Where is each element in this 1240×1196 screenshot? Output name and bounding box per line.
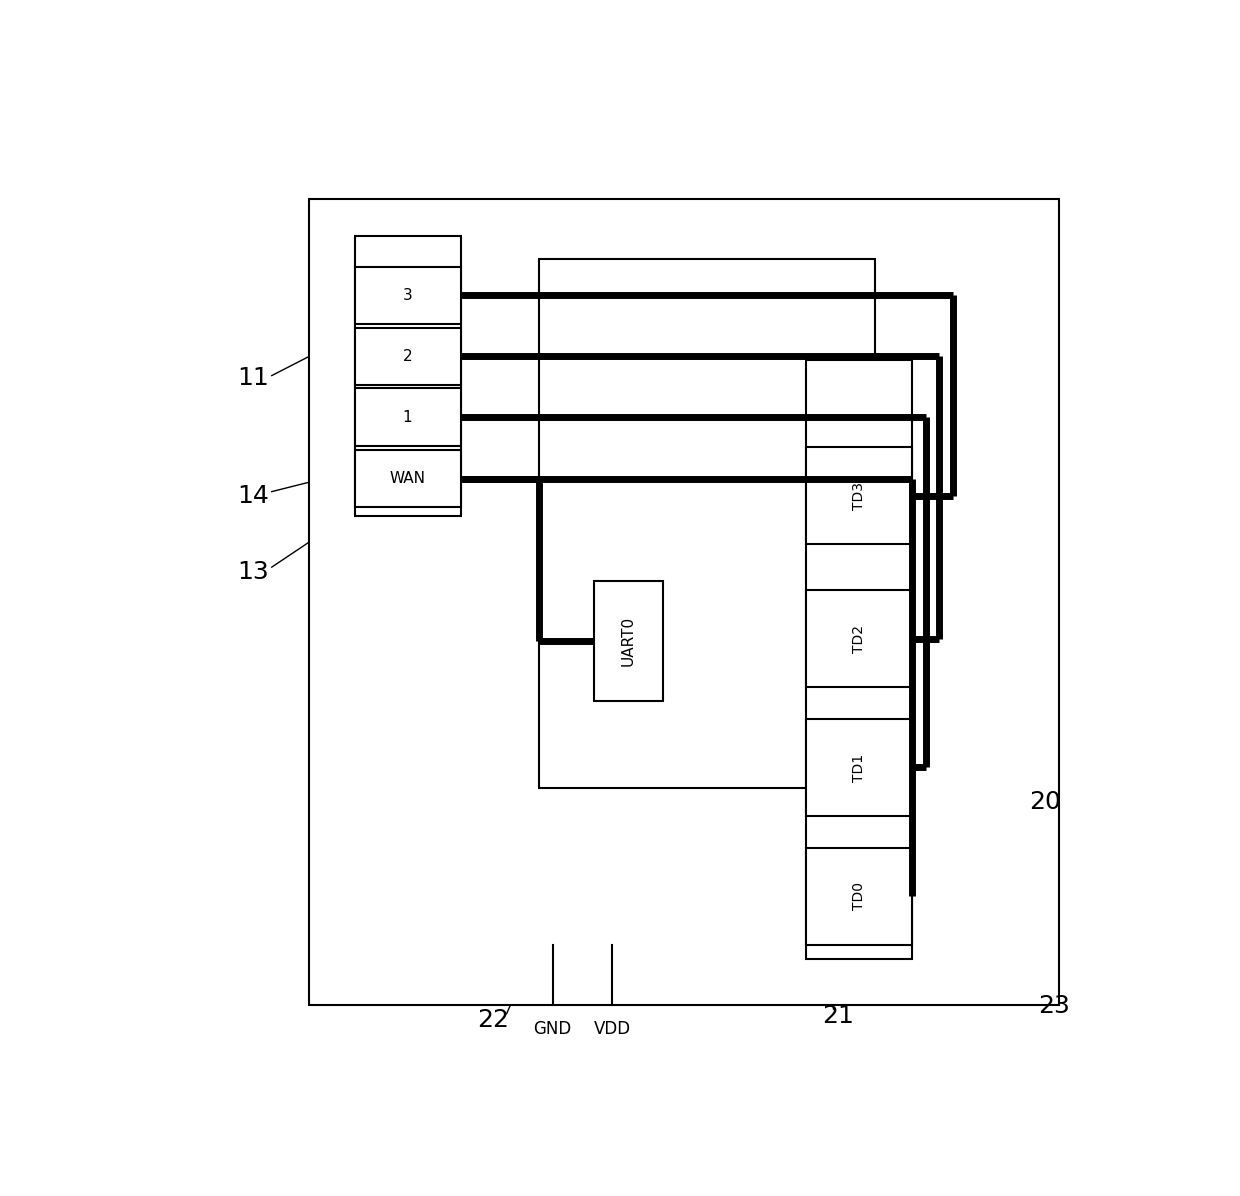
Bar xyxy=(355,267,460,324)
Text: TD3: TD3 xyxy=(852,482,866,509)
Text: 23: 23 xyxy=(1039,994,1070,1019)
Bar xyxy=(806,719,911,816)
Bar xyxy=(806,360,911,958)
Text: TD0: TD0 xyxy=(852,883,866,910)
Text: 22: 22 xyxy=(476,1008,508,1032)
Text: 14: 14 xyxy=(237,484,269,508)
Text: 3: 3 xyxy=(403,288,413,303)
Bar xyxy=(355,236,460,517)
Bar xyxy=(594,581,663,701)
Bar xyxy=(355,389,460,446)
Bar xyxy=(355,328,460,385)
Bar xyxy=(309,199,1059,1005)
Text: TD2: TD2 xyxy=(852,624,866,653)
Text: WAN: WAN xyxy=(389,471,425,487)
Text: GND: GND xyxy=(533,1020,572,1038)
Text: VDD: VDD xyxy=(594,1020,631,1038)
Text: 21: 21 xyxy=(822,1003,854,1027)
Text: 11: 11 xyxy=(237,366,269,390)
Text: TD1: TD1 xyxy=(852,753,866,781)
Bar xyxy=(806,447,911,544)
Bar xyxy=(355,450,460,507)
Text: 20: 20 xyxy=(1029,791,1061,814)
Bar xyxy=(806,848,911,945)
Text: 2: 2 xyxy=(403,349,413,364)
Bar xyxy=(539,258,875,788)
Text: 13: 13 xyxy=(237,560,269,584)
Bar xyxy=(806,590,911,687)
Text: UART0: UART0 xyxy=(621,616,636,666)
Text: 1: 1 xyxy=(403,409,413,425)
